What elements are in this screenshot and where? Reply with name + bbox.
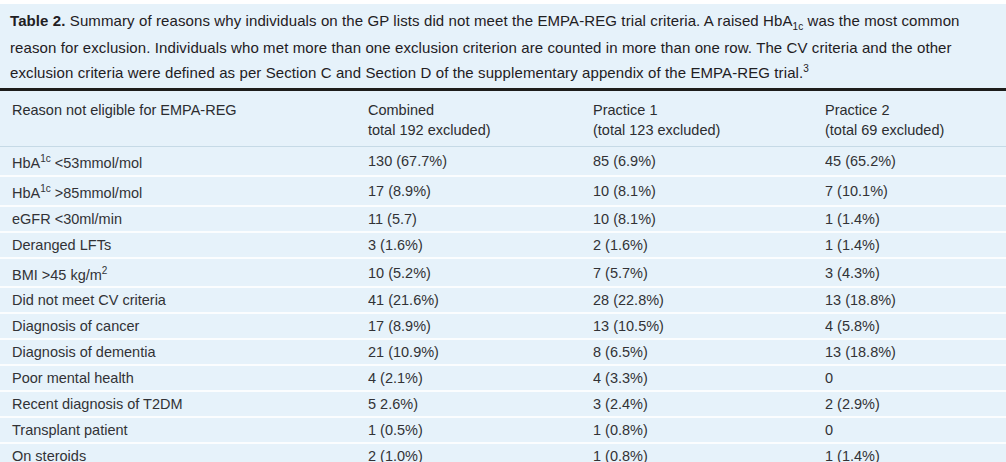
practice2-value-cell: 4 (5.8%)	[825, 313, 1006, 339]
table-caption: Table 2. Summary of reasons why individu…	[0, 4, 1006, 88]
practice1-value-cell: 13 (10.5%)	[593, 313, 825, 339]
table-panel: Table 2. Summary of reasons why individu…	[0, 4, 1006, 462]
reason-cell: HbA1c <53mmol/mol	[0, 147, 368, 176]
exclusion-reasons-table: Reason not eligible for EMPA-REG Combine…	[0, 91, 1006, 462]
reason-cell: Transplant patient	[0, 417, 368, 443]
combined-value-cell: 41 (21.6%)	[368, 287, 593, 313]
practice1-value-cell: 1 (0.8%)	[593, 417, 825, 443]
practice1-value-cell: 7 (5.7%)	[593, 258, 825, 288]
practice1-value-cell: 28 (22.8%)	[593, 287, 825, 313]
reason-cell: On steroids	[0, 443, 368, 462]
table-row: Transplant patient1 (0.5%)1 (0.8%)0	[0, 417, 1006, 443]
column-header-combined-line1: Combined	[368, 100, 587, 120]
combined-value-cell: 3 (1.6%)	[368, 232, 593, 258]
practice2-value-cell: 2 (2.9%)	[825, 391, 1006, 417]
practice2-value-cell: 7 (10.1%)	[825, 176, 1006, 206]
column-header-reason: Reason not eligible for EMPA-REG	[0, 91, 368, 147]
practice2-value-cell: 1 (1.4%)	[825, 232, 1006, 258]
combined-value-cell: 5 2.6%)	[368, 391, 593, 417]
practice1-value-cell: 1 (0.8%)	[593, 443, 825, 462]
combined-value-cell: 21 (10.9%)	[368, 339, 593, 365]
practice1-value-cell: 2 (1.6%)	[593, 232, 825, 258]
column-header-practice1: Practice 1 (total 123 excluded)	[593, 91, 825, 147]
combined-value-cell: 1 (0.5%)	[368, 417, 593, 443]
column-header-combined-line2: total 192 excluded)	[368, 120, 587, 140]
table-caption-text: Summary of reasons why individuals on th…	[10, 12, 960, 81]
practice2-value-cell: 1 (1.4%)	[825, 206, 1006, 232]
practice1-value-cell: 10 (8.1%)	[593, 176, 825, 206]
column-header-practice2-line1: Practice 2	[825, 100, 1000, 120]
practice2-value-cell: 0	[825, 417, 1006, 443]
table-row: HbA1c >85mmol/mol17 (8.9%)10 (8.1%)7 (10…	[0, 176, 1006, 206]
practice2-value-cell: 1 (1.4%)	[825, 443, 1006, 462]
header-row: Reason not eligible for EMPA-REG Combine…	[0, 91, 1006, 147]
reason-cell: eGFR <30ml/min	[0, 206, 368, 232]
table-row: On steroids2 (1.0%)1 (0.8%)1 (1.4%)	[0, 443, 1006, 462]
combined-value-cell: 17 (8.9%)	[368, 313, 593, 339]
page: Table 2. Summary of reasons why individu…	[0, 0, 1006, 462]
column-header-practice1-line1: Practice 1	[593, 100, 819, 120]
column-header-practice1-line2: (total 123 excluded)	[593, 120, 819, 140]
combined-value-cell: 11 (5.7)	[368, 206, 593, 232]
reason-cell: Diagnosis of dementia	[0, 339, 368, 365]
combined-value-cell: 10 (5.2%)	[368, 258, 593, 288]
combined-value-cell: 17 (8.9%)	[368, 176, 593, 206]
practice2-value-cell: 3 (4.3%)	[825, 258, 1006, 288]
table-row: Diagnosis of cancer17 (8.9%)13 (10.5%)4 …	[0, 313, 1006, 339]
table-row: Poor mental health4 (2.1%)4 (3.3%)0	[0, 365, 1006, 391]
practice1-value-cell: 8 (6.5%)	[593, 339, 825, 365]
reason-cell: Did not meet CV criteria	[0, 287, 368, 313]
combined-value-cell: 4 (2.1%)	[368, 365, 593, 391]
column-header-practice2: Practice 2 (total 69 excluded)	[825, 91, 1006, 147]
practice2-value-cell: 13 (18.8%)	[825, 287, 1006, 313]
combined-value-cell: 130 (67.7%)	[368, 147, 593, 176]
column-header-reason-line1: Reason not eligible for EMPA-REG	[12, 100, 362, 120]
practice1-value-cell: 3 (2.4%)	[593, 391, 825, 417]
table-row: Recent diagnosis of T2DM5 2.6%)3 (2.4%)2…	[0, 391, 1006, 417]
table-row: Did not meet CV criteria41 (21.6%)28 (22…	[0, 287, 1006, 313]
table-row: HbA1c <53mmol/mol130 (67.7%)85 (6.9%)45 …	[0, 147, 1006, 176]
reason-cell: HbA1c >85mmol/mol	[0, 176, 368, 206]
reason-cell: Poor mental health	[0, 365, 368, 391]
table-caption-label: Table 2.	[10, 12, 66, 29]
practice2-value-cell: 45 (65.2%)	[825, 147, 1006, 176]
table-header: Reason not eligible for EMPA-REG Combine…	[0, 91, 1006, 147]
practice2-value-cell: 0	[825, 365, 1006, 391]
column-header-practice2-line2: (total 69 excluded)	[825, 120, 1000, 140]
practice2-value-cell: 13 (18.8%)	[825, 339, 1006, 365]
practice1-value-cell: 85 (6.9%)	[593, 147, 825, 176]
table-row: Deranged LFTs3 (1.6%)2 (1.6%)1 (1.4%)	[0, 232, 1006, 258]
table-row: eGFR <30ml/min11 (5.7)10 (8.1%)1 (1.4%)	[0, 206, 1006, 232]
combined-value-cell: 2 (1.0%)	[368, 443, 593, 462]
practice1-value-cell: 4 (3.3%)	[593, 365, 825, 391]
column-header-combined: Combined total 192 excluded)	[368, 91, 593, 147]
table-row: Diagnosis of dementia21 (10.9%)8 (6.5%)1…	[0, 339, 1006, 365]
reason-cell: Diagnosis of cancer	[0, 313, 368, 339]
reason-cell: BMI >45 kg/m2	[0, 258, 368, 288]
practice1-value-cell: 10 (8.1%)	[593, 206, 825, 232]
table-row: BMI >45 kg/m210 (5.2%)7 (5.7%)3 (4.3%)	[0, 258, 1006, 288]
table-body: HbA1c <53mmol/mol130 (67.7%)85 (6.9%)45 …	[0, 147, 1006, 462]
reason-cell: Deranged LFTs	[0, 232, 368, 258]
reason-cell: Recent diagnosis of T2DM	[0, 391, 368, 417]
